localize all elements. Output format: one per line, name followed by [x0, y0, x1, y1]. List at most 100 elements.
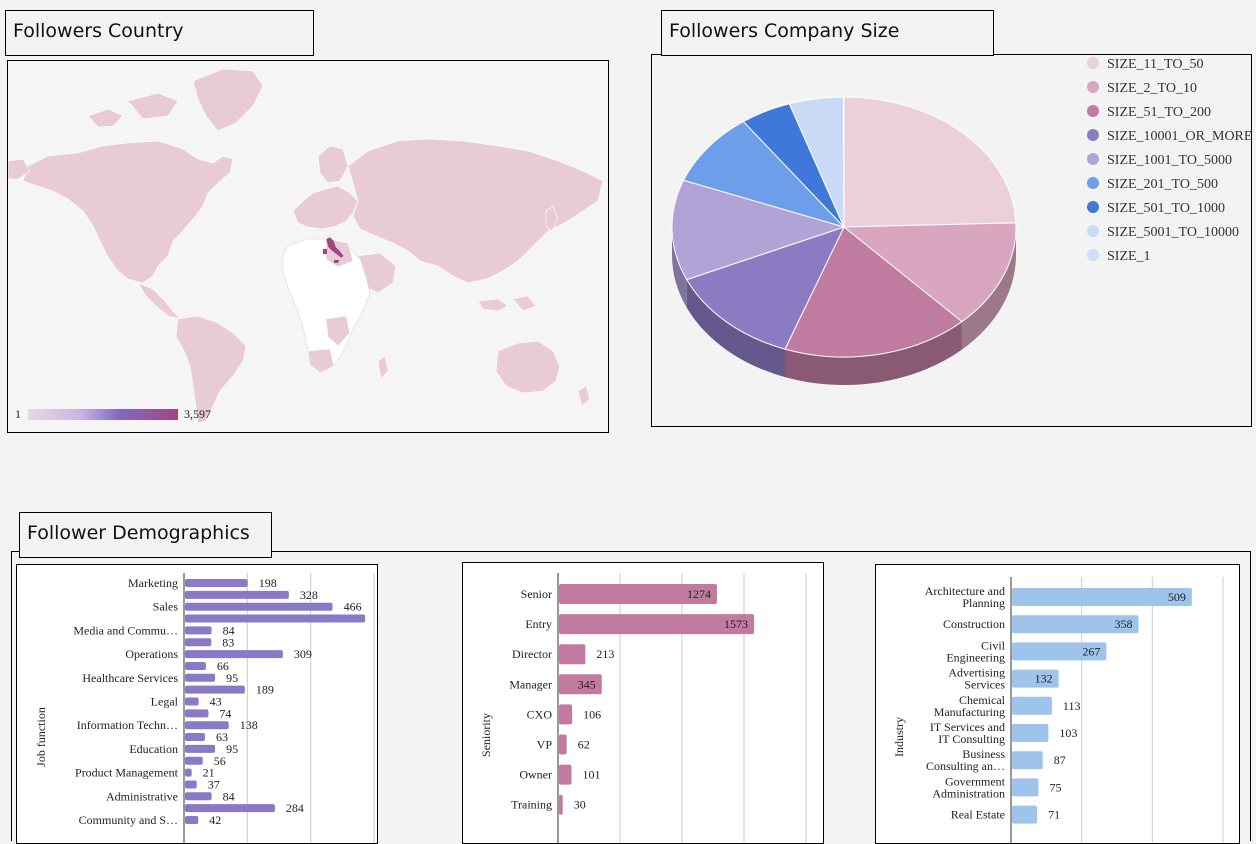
bar[interactable]	[185, 638, 212, 647]
bar[interactable]	[1012, 724, 1049, 742]
category-label: Chemical	[959, 693, 1006, 707]
legend-label-size-501-to-1000[interactable]: SIZE_501_TO_1000	[1107, 201, 1225, 216]
map-legend-max: 3,597	[184, 407, 211, 421]
data-label: 132	[1035, 672, 1053, 686]
legend-swatch-size-5001-to-10000	[1087, 225, 1099, 237]
bar[interactable]	[185, 685, 245, 694]
data-label: 71	[1048, 808, 1060, 822]
category-label: Product Management	[75, 766, 179, 780]
bar[interactable]	[185, 744, 216, 753]
category-label: Business	[962, 747, 1005, 761]
pie-slice-size-201-to-500[interactable]	[682, 120, 846, 229]
data-label: 328	[300, 588, 318, 602]
map-legend-gradient	[28, 409, 178, 420]
bar[interactable]	[559, 764, 572, 785]
data-label: 42	[209, 813, 221, 827]
bar[interactable]	[559, 704, 573, 725]
bar[interactable]	[1012, 805, 1038, 824]
category-label: Manager	[509, 677, 552, 691]
bar[interactable]	[185, 661, 206, 670]
legend-label-size-2-to-10[interactable]: SIZE_2_TO_10	[1107, 81, 1197, 96]
category-label: IT Consulting	[938, 732, 1005, 746]
bar[interactable]	[185, 697, 199, 706]
data-label: 95	[226, 671, 238, 685]
data-label: 213	[596, 647, 614, 661]
data-label: 56	[214, 754, 226, 768]
data-label: 21	[203, 766, 215, 780]
bar[interactable]	[185, 816, 199, 824]
category-label: Services	[964, 678, 1005, 692]
world-map[interactable]: 1 3,597	[7, 61, 608, 432]
bar[interactable]	[185, 721, 229, 730]
legend-label-size-11-to-50[interactable]: SIZE_11_TO_50	[1107, 57, 1203, 72]
pie-slice-size-51-to-200[interactable]	[784, 226, 963, 358]
bar[interactable]	[185, 780, 197, 789]
data-label: 466	[344, 600, 362, 614]
bar[interactable]	[185, 756, 203, 765]
bar[interactable]	[1012, 642, 1107, 661]
bar[interactable]	[559, 614, 755, 635]
seniority-chart: Seniority Senior 1274 Entry 1573 Director 213 M…	[479, 573, 807, 843]
legend-label-size-5001-to-10000[interactable]: SIZE_5001_TO_10000	[1107, 225, 1239, 240]
bar[interactable]	[559, 794, 563, 815]
bar[interactable]	[185, 792, 212, 801]
bar[interactable]	[185, 768, 192, 777]
data-label: 284	[286, 801, 304, 815]
pie-side-size-2-to-10	[961, 227, 1016, 350]
category-label: Information Techn…	[77, 718, 178, 732]
pie-slice-size-11-to-50[interactable]	[843, 96, 1017, 228]
category-label: Civil	[981, 638, 1006, 652]
bar[interactable]	[1012, 751, 1043, 770]
pie-slice-size-1[interactable]	[842, 96, 845, 228]
data-label: 66	[217, 659, 229, 673]
pie-slice-size-2-to-10[interactable]	[842, 222, 1017, 323]
bar[interactable]	[559, 584, 717, 604]
bar[interactable]	[559, 674, 602, 695]
category-label: Healthcare Services	[82, 671, 178, 685]
bar[interactable]	[1012, 778, 1039, 797]
bar[interactable]	[185, 579, 248, 587]
data-label: 63	[216, 730, 228, 744]
bar[interactable]	[559, 734, 567, 755]
bar[interactable]	[185, 614, 366, 623]
data-label: 84	[223, 623, 235, 637]
category-label: Planning	[962, 596, 1005, 610]
bar[interactable]	[185, 626, 212, 635]
industry-chart-panel: Industry Architecture and Planning 509 Const…	[875, 564, 1240, 844]
bar[interactable]	[1012, 669, 1059, 688]
bar[interactable]	[185, 733, 205, 742]
legend-label-size-201-to-500[interactable]: SIZE_201_TO_500	[1107, 177, 1218, 192]
pie-slice-size-1001-to-5000[interactable]	[671, 179, 846, 281]
seniority-chart-panel: Seniority Senior 1274 Entry 1573 Director 213 M…	[462, 562, 824, 844]
bar[interactable]	[1012, 615, 1139, 634]
legend-swatch-size-11-to-50	[1087, 57, 1099, 69]
bar[interactable]	[185, 673, 216, 682]
bar[interactable]	[185, 590, 289, 599]
data-label: 106	[583, 707, 601, 721]
data-label: 569	[376, 612, 377, 626]
bar[interactable]	[1012, 588, 1192, 606]
bar[interactable]	[559, 644, 586, 665]
legend-label-size-51-to-200[interactable]: SIZE_51_TO_200	[1107, 105, 1211, 120]
legend-label-size-1[interactable]: SIZE_1	[1107, 249, 1151, 264]
legend-label-size-10001-or-more[interactable]: SIZE_10001_OR_MORE	[1107, 129, 1252, 144]
category-label: Entry	[525, 617, 552, 631]
category-label: IT Services and	[930, 720, 1005, 734]
y-axis-title: Job function	[34, 707, 48, 767]
data-label: 62	[578, 738, 590, 752]
pie-slice-size-10001-or-more[interactable]	[685, 226, 845, 350]
bar[interactable]	[185, 650, 283, 659]
bar[interactable]	[185, 709, 209, 718]
data-label: 1573	[724, 617, 748, 631]
bar[interactable]	[185, 804, 275, 813]
data-label: 30	[574, 798, 586, 812]
legend-label-size-1001-to-5000[interactable]: SIZE_1001_TO_5000	[1107, 153, 1232, 168]
bar[interactable]	[1012, 696, 1052, 715]
data-label: 75	[1050, 780, 1062, 794]
data-label: 1274	[687, 587, 711, 601]
data-label: 43	[210, 695, 222, 709]
bar[interactable]	[185, 602, 333, 611]
country-title: Followers Country	[5, 10, 314, 56]
data-label: 74	[219, 706, 231, 720]
